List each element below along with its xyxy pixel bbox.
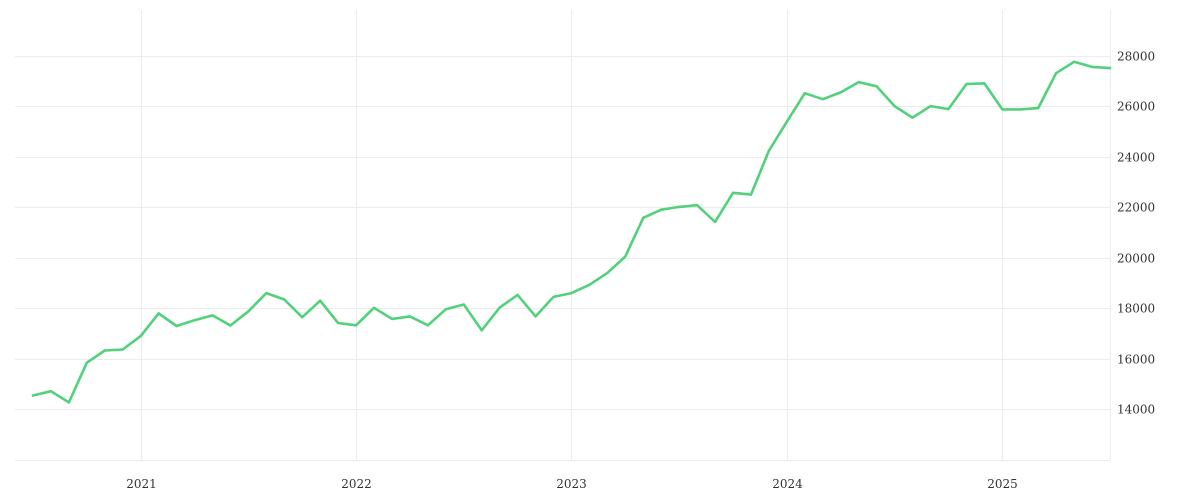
y-tick-label: 18000 (1117, 302, 1155, 316)
y-axis-tick-labels: 14000 16000 18000 20000 22000 24000 26000 28000 (1117, 50, 1155, 417)
data-point (444, 308, 447, 311)
data-point (103, 349, 107, 352)
y-tick-label: 20000 (1117, 252, 1155, 266)
data-point (516, 293, 519, 297)
data-point (480, 329, 483, 332)
data-point (354, 324, 358, 327)
y-tick-label: 26000 (1117, 100, 1155, 114)
series-layer (31, 60, 1112, 404)
data-point (713, 220, 717, 224)
x-tick-label: 2025 (987, 477, 1018, 491)
x-gridlines (141, 10, 1111, 460)
series-points (31, 60, 1112, 404)
data-point (570, 291, 573, 295)
data-point (67, 401, 71, 404)
data-point (606, 271, 609, 275)
data-point (390, 317, 394, 321)
data-point (911, 116, 914, 119)
data-point (139, 334, 142, 338)
data-point (49, 390, 53, 393)
data-point (211, 314, 214, 317)
data-point (983, 82, 986, 85)
data-point (929, 104, 932, 108)
data-point (426, 324, 430, 327)
y-tick-label: 14000 (1117, 403, 1155, 417)
data-point (157, 312, 160, 315)
data-point (588, 283, 591, 286)
data-point (821, 98, 824, 101)
data-point (175, 324, 178, 328)
data-point (1019, 108, 1022, 111)
data-point (731, 191, 735, 194)
data-point (265, 291, 268, 295)
y-tick-label: 28000 (1117, 50, 1155, 64)
data-point (283, 298, 286, 301)
data-point (121, 348, 124, 351)
data-point (31, 394, 35, 397)
data-point (695, 204, 699, 207)
data-point (660, 208, 663, 211)
data-point (965, 82, 968, 86)
data-point (372, 306, 376, 309)
data-point (767, 149, 771, 152)
data-point (1108, 66, 1112, 70)
data-point (947, 107, 950, 111)
data-point (336, 321, 340, 325)
x-tick-label: 2022 (341, 477, 372, 491)
data-point (749, 193, 753, 196)
data-point (193, 319, 196, 322)
data-point (552, 295, 555, 299)
y-gridlines (15, 56, 1110, 461)
data-point (247, 310, 250, 313)
data-point (85, 361, 89, 364)
data-point (1001, 108, 1004, 111)
x-axis-tick-labels: 2021 2022 2023 2024 2025 (126, 477, 1018, 491)
data-point (498, 306, 501, 309)
data-point (839, 91, 842, 94)
data-point (785, 120, 789, 123)
data-point (803, 92, 806, 95)
x-tick-label: 2024 (772, 477, 803, 491)
data-point (229, 324, 232, 327)
data-point (534, 315, 537, 318)
data-point (893, 104, 896, 108)
data-point (301, 316, 304, 319)
data-point (408, 315, 412, 318)
data-point (857, 80, 860, 84)
data-point (875, 85, 878, 88)
data-point (642, 216, 645, 219)
data-point (678, 205, 681, 209)
x-tick-label: 2023 (556, 477, 587, 491)
y-tick-label: 22000 (1117, 201, 1155, 215)
data-point (1037, 106, 1040, 110)
data-point (1090, 65, 1094, 69)
data-point (1054, 72, 1058, 75)
x-tick-label: 2021 (126, 477, 157, 491)
data-point (624, 255, 627, 258)
data-point (462, 303, 465, 306)
y-tick-label: 16000 (1117, 353, 1155, 367)
data-point (319, 299, 322, 302)
data-point (1072, 60, 1076, 63)
y-tick-label: 24000 (1117, 151, 1155, 165)
